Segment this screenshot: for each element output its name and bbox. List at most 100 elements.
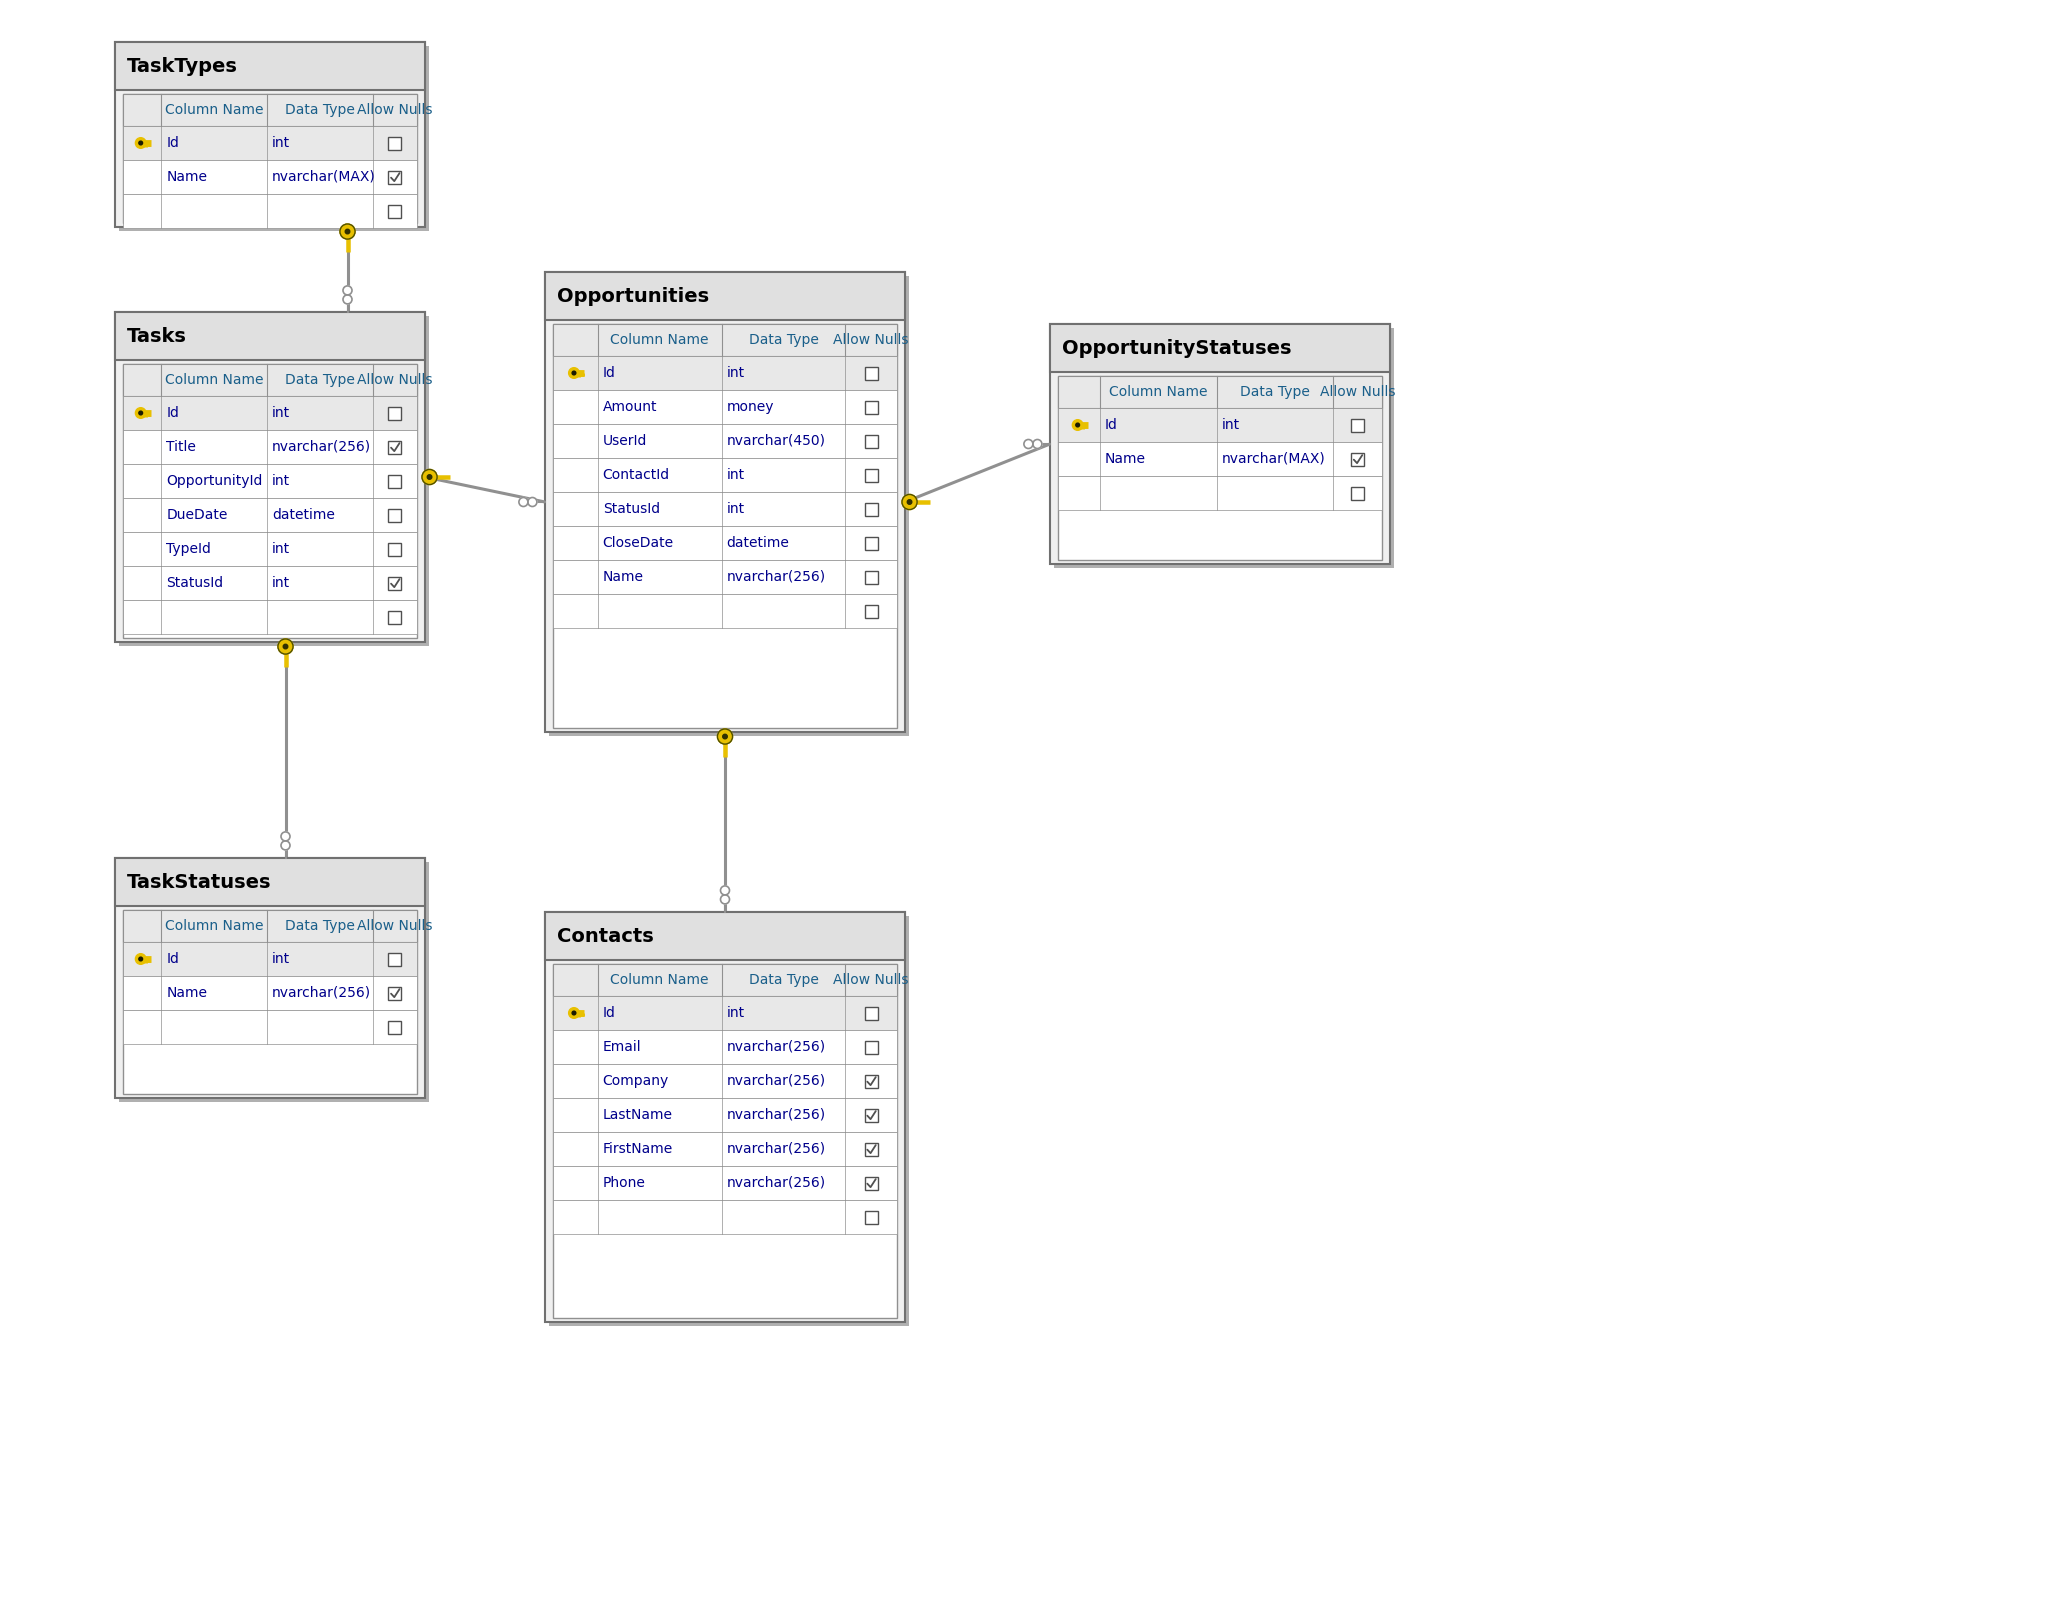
Circle shape: [140, 142, 142, 145]
Circle shape: [718, 729, 733, 745]
Text: nvarchar(256): nvarchar(256): [726, 1074, 825, 1088]
Bar: [552, 559, 897, 593]
Bar: [864, 537, 878, 550]
Bar: [388, 406, 402, 419]
Text: Data Type: Data Type: [749, 334, 819, 347]
Text: nvarchar(256): nvarchar(256): [726, 1107, 825, 1122]
Bar: [864, 1211, 878, 1224]
Bar: [552, 492, 897, 526]
Text: StatusId: StatusId: [166, 575, 224, 590]
Bar: [864, 1177, 878, 1190]
Circle shape: [423, 469, 437, 485]
Text: Column Name: Column Name: [164, 919, 263, 933]
Text: Column Name: Column Name: [164, 372, 263, 387]
Circle shape: [343, 285, 353, 295]
Bar: [123, 911, 417, 941]
Bar: [123, 93, 417, 126]
Bar: [123, 464, 417, 498]
Circle shape: [720, 887, 731, 895]
Circle shape: [135, 408, 146, 419]
Text: Id: Id: [603, 1006, 616, 1020]
Bar: [552, 458, 897, 492]
Bar: [388, 987, 402, 999]
Circle shape: [135, 137, 146, 148]
Text: int: int: [726, 501, 745, 516]
Text: Name: Name: [166, 987, 207, 999]
Bar: [864, 366, 878, 379]
Text: money: money: [726, 400, 774, 414]
Circle shape: [568, 1008, 579, 1019]
Text: int: int: [273, 575, 289, 590]
Bar: [552, 1098, 897, 1132]
Bar: [552, 996, 897, 1030]
Text: nvarchar(256): nvarchar(256): [273, 440, 371, 455]
Circle shape: [519, 498, 527, 506]
Bar: [115, 42, 425, 90]
Text: TaskTypes: TaskTypes: [127, 56, 238, 76]
Text: Id: Id: [1106, 418, 1118, 432]
Text: Column Name: Column Name: [164, 103, 263, 118]
Text: int: int: [273, 135, 289, 150]
Circle shape: [343, 295, 353, 305]
Bar: [123, 600, 417, 634]
Text: Allow Nulls: Allow Nulls: [833, 334, 909, 347]
Bar: [864, 1143, 878, 1156]
Bar: [388, 953, 402, 966]
Circle shape: [341, 224, 355, 239]
Bar: [546, 272, 905, 732]
Bar: [388, 508, 402, 522]
Bar: [552, 1132, 897, 1165]
Circle shape: [903, 495, 917, 509]
Bar: [1059, 408, 1381, 442]
Bar: [864, 571, 878, 584]
Bar: [123, 566, 417, 600]
Bar: [1059, 376, 1381, 559]
Bar: [864, 400, 878, 414]
Bar: [123, 126, 417, 160]
Bar: [123, 941, 417, 975]
Text: nvarchar(MAX): nvarchar(MAX): [1221, 451, 1326, 466]
Bar: [1051, 324, 1389, 564]
Text: Id: Id: [603, 366, 616, 380]
Bar: [388, 543, 402, 556]
Bar: [388, 205, 402, 218]
Text: FirstName: FirstName: [603, 1141, 673, 1156]
Circle shape: [1075, 422, 1079, 427]
Bar: [546, 912, 905, 1322]
Bar: [123, 1011, 417, 1045]
Text: nvarchar(450): nvarchar(450): [726, 434, 825, 448]
Bar: [1055, 327, 1393, 567]
Bar: [552, 1165, 897, 1199]
Bar: [552, 964, 897, 1319]
Text: Name: Name: [166, 169, 207, 184]
Text: StatusId: StatusId: [603, 501, 661, 516]
Bar: [864, 1109, 878, 1122]
Text: int: int: [726, 366, 745, 380]
Bar: [550, 916, 909, 1327]
Bar: [552, 526, 897, 559]
Circle shape: [277, 638, 293, 654]
Text: int: int: [273, 542, 289, 556]
Text: Id: Id: [166, 406, 179, 421]
Bar: [388, 137, 402, 150]
Text: Name: Name: [1106, 451, 1147, 466]
Text: nvarchar(256): nvarchar(256): [726, 1040, 825, 1054]
Text: datetime: datetime: [273, 508, 334, 522]
Bar: [552, 324, 897, 356]
Bar: [123, 911, 417, 1095]
Circle shape: [907, 500, 911, 505]
Text: Amount: Amount: [603, 400, 657, 414]
Text: int: int: [726, 467, 745, 482]
Text: Data Type: Data Type: [285, 103, 355, 118]
Bar: [1350, 487, 1365, 500]
Bar: [388, 577, 402, 590]
Text: int: int: [273, 406, 289, 421]
Bar: [552, 1199, 897, 1235]
Bar: [1059, 442, 1381, 476]
Circle shape: [1024, 440, 1032, 448]
Bar: [552, 356, 897, 390]
Text: TypeId: TypeId: [166, 542, 211, 556]
Circle shape: [140, 411, 142, 414]
Bar: [388, 440, 402, 453]
Bar: [388, 171, 402, 184]
